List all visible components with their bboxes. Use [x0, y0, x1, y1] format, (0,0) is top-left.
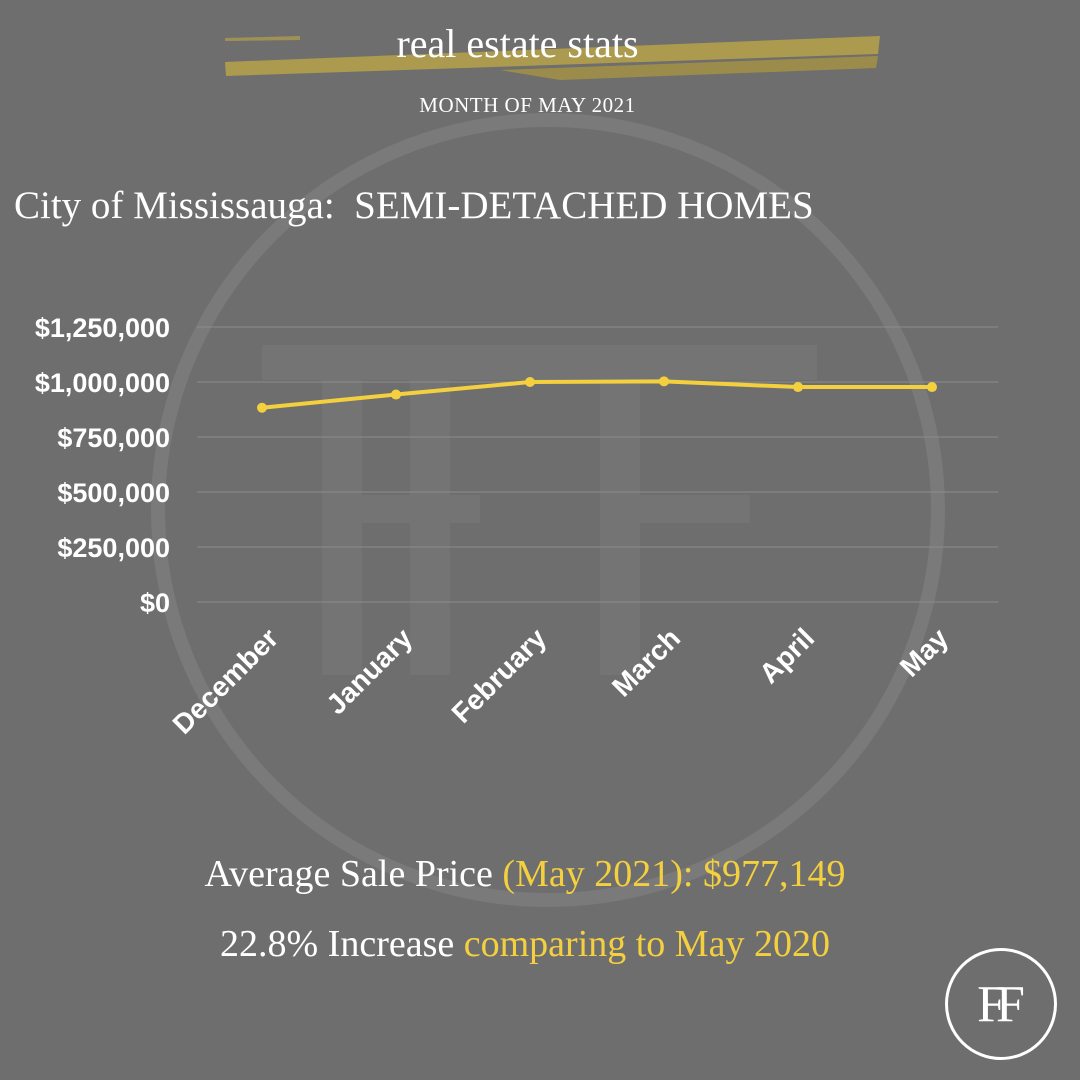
chart-title: City of Mississauga: SEMI-DETACHED HOMES	[14, 184, 814, 227]
x-tick-label: April	[753, 622, 820, 689]
data-point	[659, 376, 669, 387]
x-tick-label: January	[320, 622, 418, 720]
logo-monogram: FF	[977, 975, 1025, 1033]
y-tick-label: $1,000,000	[35, 368, 170, 398]
brush-stroke-decoration	[225, 36, 880, 80]
average-sale-price-label: Average Sale Price	[204, 853, 503, 895]
y-tick-label: $750,000	[57, 423, 170, 453]
y-tick-label: $500,000	[57, 478, 170, 508]
data-point	[391, 389, 401, 400]
series-line	[261, 379, 933, 410]
brand-logo: FF	[945, 948, 1057, 1060]
y-tick-label: $0	[140, 588, 170, 618]
comparison-text: comparing to May 2020	[463, 923, 830, 965]
y-tick-label: $250,000	[57, 533, 170, 563]
page-subtitle: MONTH OF MAY 2021	[419, 93, 636, 117]
data-point	[793, 382, 803, 393]
x-tick-label: December	[167, 622, 285, 740]
x-tick-label: February	[446, 622, 553, 729]
data-point	[525, 377, 535, 387]
average-sale-price: Average Sale Price (May 2021): $977,149	[0, 852, 1050, 896]
year-over-year-change: 22.8% Increase comparing to May 2020	[0, 922, 1050, 966]
data-point	[927, 382, 937, 393]
y-tick-label: $1,250,000	[35, 313, 170, 343]
average-sale-price-value: (May 2021): $977,149	[502, 853, 846, 895]
x-tick-label: March	[606, 622, 686, 702]
data-point	[257, 402, 267, 413]
x-tick-label: May	[894, 622, 955, 683]
line-chart: $0 $250,000 $500,000 $750,000 $1,000,000 $1,2…	[35, 313, 998, 740]
page-title: real estate stats	[396, 21, 639, 66]
header: real estate stats MONTH OF MAY 2021	[0, 0, 1080, 130]
increase-label: 22.8% Increase	[220, 923, 464, 965]
